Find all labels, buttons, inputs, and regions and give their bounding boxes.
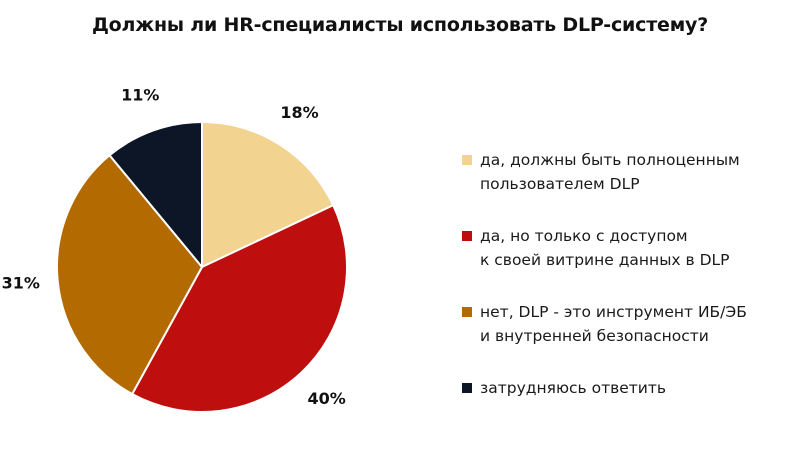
slice-percent-label: 40%: [307, 389, 345, 408]
slice-percent-label: 18%: [280, 103, 318, 122]
pie-slice: [131, 204, 348, 413]
pie-slice: [56, 154, 203, 396]
slice-percent-label: 31%: [2, 274, 40, 293]
legend: да, должны быть полноценным пользователе…: [462, 148, 792, 428]
legend-label: да, но только с доступом к своей витрине…: [480, 227, 730, 269]
legend-label: затрудняюсь ответить: [480, 379, 667, 397]
pie-slice: [108, 121, 203, 268]
legend-item: нет, DLP - это инструмент ИБ/ЭБ и внутре…: [462, 300, 792, 348]
slice-percent-label: 11%: [121, 85, 159, 104]
legend-swatch: [462, 155, 472, 165]
legend-swatch: [462, 307, 472, 317]
legend-item: да, должны быть полноценным пользователе…: [462, 148, 792, 196]
legend-swatch: [462, 383, 472, 393]
legend-label: нет, DLP - это инструмент ИБ/ЭБ и внутре…: [480, 303, 747, 345]
pie-labels: 18% 40% 31% 11%: [2, 85, 346, 408]
pie-slice: [201, 121, 335, 268]
chart-title: Должны ли HR-специалисты использовать DL…: [91, 14, 709, 36]
legend-swatch: [462, 231, 472, 241]
pie-slices: [56, 121, 348, 413]
legend-item: затрудняюсь ответить: [462, 376, 792, 400]
legend-item: да, но только с доступом к своей витрине…: [462, 224, 792, 272]
legend-label: да, должны быть полноценным пользователе…: [480, 151, 740, 193]
